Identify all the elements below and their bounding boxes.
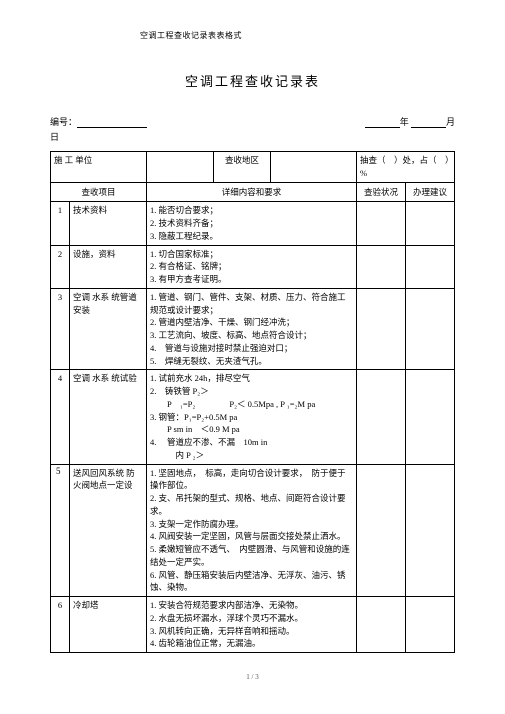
row-number: 1	[51, 202, 70, 245]
month-suffix: 月	[446, 117, 455, 127]
row-number: 6	[51, 597, 70, 653]
margin-note: 5	[56, 466, 61, 476]
area-label: 查收地区	[214, 152, 271, 183]
row-suggest	[406, 597, 455, 653]
row-suggest	[406, 370, 455, 464]
row-detail: 1. 能否切合要求； 2. 技术资料齐备； 3. 隐蔽工程纪录。	[147, 202, 357, 245]
doc-header: 空调工程查收记录表表格式	[50, 30, 455, 41]
table-row: 送风回风系统 防火阀地点一定设1. 坚固地点， 标高，走向切合设计要求， 防于便…	[51, 464, 455, 597]
table-row: 3空调 水系 统管道安装1. 管道、钢门、管件、支架、材质、压力、符合施工规范或…	[51, 288, 455, 370]
row-number	[51, 464, 70, 597]
row-detail: 1. 安装合符规范要求内部洁净、无染物。 2. 水盘无损坏漏水，浮球个灵巧不漏水…	[147, 597, 357, 653]
table-row: 1技术资料1. 能否切合要求； 2. 技术资料齐备； 3. 隐蔽工程纪录。	[51, 202, 455, 245]
main-table: 施 工 单位 查收地区 抽查（ ）处，占（ ）% 查收项目 详细内容和要求 查验…	[50, 151, 455, 653]
row-status	[357, 370, 406, 464]
row-item: 空调 水系 统试验	[70, 370, 147, 464]
col-item: 查收项目	[51, 182, 147, 202]
year-suffix: 年	[400, 117, 409, 127]
row-status	[357, 288, 406, 370]
row-number: 4	[51, 370, 70, 464]
row-item: 冷却塔	[70, 597, 147, 653]
code-blank	[77, 117, 147, 128]
meta-row: 编号： 年 月	[50, 115, 455, 128]
row-detail: 1. 坚固地点， 标高，走向切合设计要求， 防于便于操作部位。 2. 支、吊托架…	[147, 464, 357, 597]
row-suggest	[406, 464, 455, 597]
row-item: 空调 水系 统管道安装	[70, 288, 147, 370]
unit-value	[147, 152, 214, 183]
row-suggest	[406, 245, 455, 288]
row-item: 设施，资料	[70, 245, 147, 288]
col-suggest: 办理建议	[406, 182, 455, 202]
row-suggest	[406, 202, 455, 245]
row-detail: 1. 管道、钢门、管件、支架、材质、压力、符合施工规范或设计要求； 2. 管道内…	[147, 288, 357, 370]
table-row: 6冷却塔1. 安装合符规范要求内部洁净、无染物。 2. 水盘无损坏漏水，浮球个灵…	[51, 597, 455, 653]
page-number: 1 / 3	[50, 673, 455, 681]
row-number: 3	[51, 288, 70, 370]
area-value	[271, 152, 357, 183]
table-row: 4空调 水系 统试验1. 试前充水 24h，排尽空气 2. 铸铁管 P₂＞ P …	[51, 370, 455, 464]
unit-label: 施 工 单位	[51, 152, 147, 183]
row-suggest	[406, 288, 455, 370]
header-row: 查收项目 详细内容和要求 查验状况 办理建议	[51, 182, 455, 202]
month-blank	[411, 117, 446, 128]
row-status	[357, 597, 406, 653]
page-title: 空调工程查收记录表	[50, 71, 455, 90]
code-label: 编号：	[50, 117, 77, 127]
row-number: 2	[51, 245, 70, 288]
col-status: 查验状况	[357, 182, 406, 202]
row-detail: 1. 试前充水 24h，排尽空气 2. 铸铁管 P₂＞ P ₁=P₂ P₂＜ 0…	[147, 370, 357, 464]
col-detail: 详细内容和要求	[147, 182, 357, 202]
row-status	[357, 245, 406, 288]
row-status	[357, 464, 406, 597]
sample-label: 抽查（ ）处，占（ ）%	[357, 152, 455, 183]
row-item: 送风回风系统 防火阀地点一定设	[70, 464, 147, 597]
year-blank	[365, 117, 400, 128]
table-row: 2设施，资料1. 切合国家标准； 2. 有合格证、铭牌； 3. 有甲方查考证明。	[51, 245, 455, 288]
row-item: 技术资料	[70, 202, 147, 245]
unit-row: 施 工 单位 查收地区 抽查（ ）处，占（ ）%	[51, 152, 455, 183]
day-label: 日	[50, 130, 455, 143]
row-detail: 1. 切合国家标准； 2. 有合格证、铭牌； 3. 有甲方查考证明。	[147, 245, 357, 288]
row-status	[357, 202, 406, 245]
